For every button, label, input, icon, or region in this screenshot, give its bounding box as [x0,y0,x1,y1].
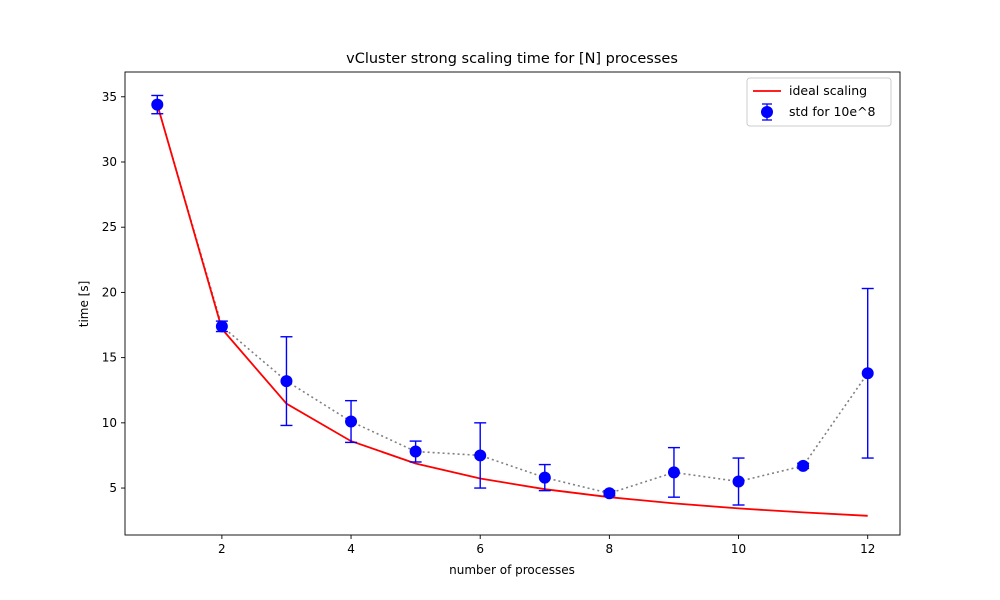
errorbar-point-4 [345,399,358,444]
data-point-1 [151,98,164,111]
legend-label-std: std for 10e^8 [789,104,876,119]
data-point-4 [345,415,358,428]
data-point-5 [409,445,422,458]
x-tick-label-2: 2 [218,542,226,556]
data-point-3 [280,375,293,388]
errorbar-point-12 [861,287,874,459]
x-axis-label: number of processes [449,563,575,577]
x-tick-label-8: 8 [606,542,614,556]
errorbar-point-11 [797,459,810,472]
data-point-9 [667,466,680,479]
plot-area [151,94,874,517]
legend-swatch-std [761,103,773,121]
errorbar-point-10 [732,457,745,506]
legend: ideal scaling std for 10e^8 [746,77,892,127]
y-tick-label-30: 30 [102,155,117,169]
errorbar-point-9 [667,446,680,498]
y-tick-label-15: 15 [102,351,117,365]
errorbar-point-8 [603,487,616,500]
y-tick-label-20: 20 [102,285,117,299]
chart-title: vCluster strong scaling time for [N] pro… [346,51,678,67]
x-tick-label-10: 10 [731,542,746,556]
ideal-scaling-line [156,104,868,517]
y-tick-label-5: 5 [109,481,117,495]
data-point-2 [215,320,228,333]
data-point-7 [538,471,551,484]
data-point-8 [603,487,616,500]
axes: 2 4 6 8 10 12 5 10 15 20 25 30 35 [102,71,901,556]
errorbar-point-1 [151,94,164,115]
data-point-10 [732,475,745,488]
errorbar-point-7 [538,463,551,492]
errorbar-point-3 [280,336,293,427]
errorbar-point-5 [409,440,422,463]
measured-dotted-line [156,104,869,495]
x-tick-label-12: 12 [860,542,875,556]
errorbar-point-2 [215,320,228,333]
y-tick-label-10: 10 [102,416,117,430]
y-tick-label-35: 35 [102,90,117,104]
plot-frame [124,71,901,536]
data-point-12 [861,367,874,380]
y-axis-label: time [s] [77,281,91,328]
data-point-11 [797,459,810,472]
errorbar-point-6 [474,422,487,489]
legend-label-ideal-scaling: ideal scaling [789,83,867,98]
legend-box [746,77,892,127]
y-tick-label-25: 25 [102,220,117,234]
x-tick-label-4: 4 [347,542,355,556]
data-point-6 [474,449,487,462]
x-tick-label-6: 6 [476,542,484,556]
